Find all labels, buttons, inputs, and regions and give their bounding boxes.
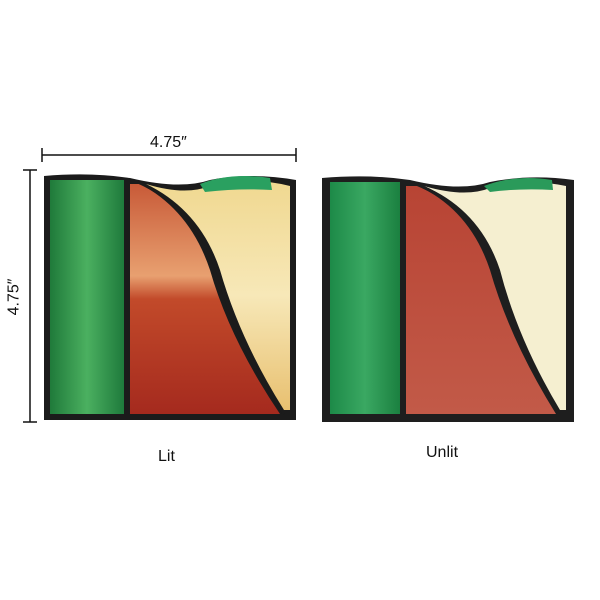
lit-panel bbox=[44, 174, 296, 420]
height-label: 4.75″ bbox=[5, 278, 23, 316]
height-dimension-line bbox=[23, 169, 37, 423]
width-label: 4.75″ bbox=[150, 134, 187, 151]
unlit-panel bbox=[322, 176, 574, 422]
width-dimension-line bbox=[41, 148, 297, 162]
lit-caption: Lit bbox=[158, 448, 175, 465]
unlit-caption: Unlit bbox=[426, 444, 459, 461]
